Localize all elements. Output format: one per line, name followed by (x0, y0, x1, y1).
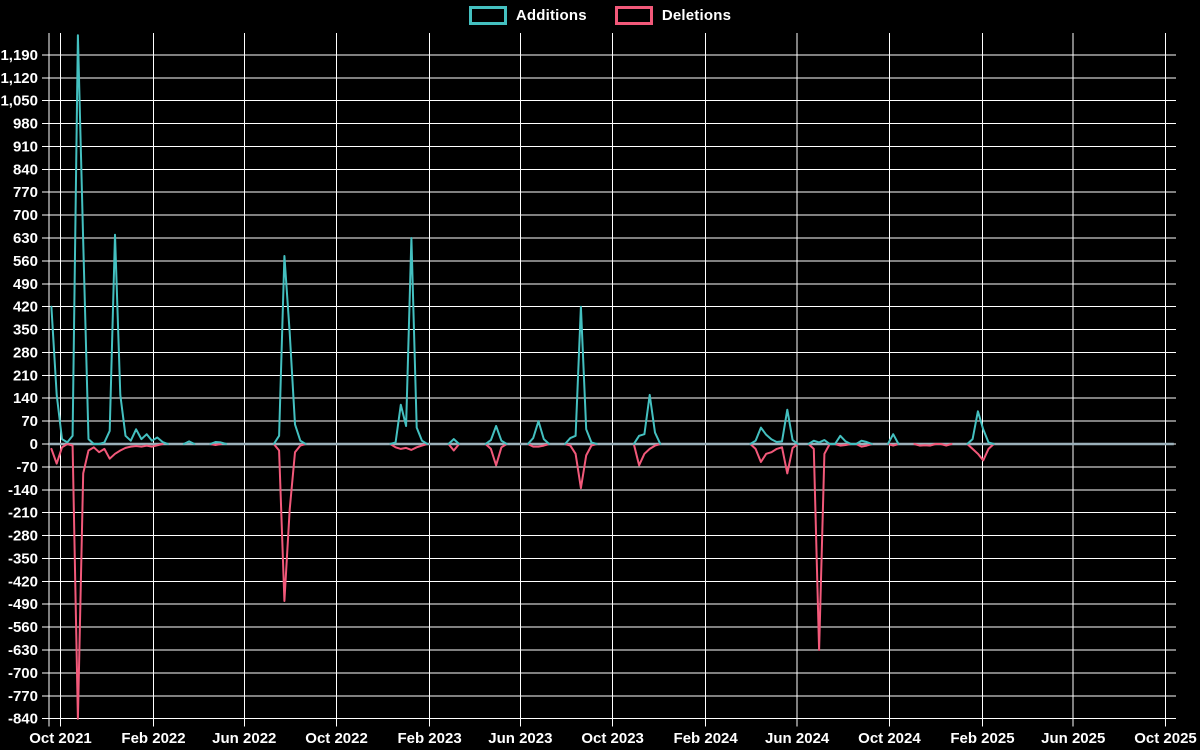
deletions-line (50, 443, 995, 720)
x-axis-label: Oct 2023 (581, 730, 644, 747)
y-axis-label: 840 (13, 161, 38, 178)
legend-label: Additions (515, 7, 587, 24)
legend-item-additions[interactable]: Additions (468, 6, 587, 25)
y-axis-label: -280 (8, 528, 38, 545)
y-gridlines (42, 54, 1176, 720)
y-axis-label: -210 (8, 505, 38, 522)
x-axis-label: Jun 2022 (212, 730, 276, 747)
y-axis-label: 980 (13, 116, 38, 133)
y-axis-label: 140 (13, 390, 38, 407)
y-axis-label: 560 (13, 253, 38, 270)
y-axis-label: 350 (13, 322, 38, 339)
x-axis-label: Oct 2021 (29, 730, 92, 747)
additions-line (50, 34, 995, 445)
y-axis-label: -630 (8, 642, 38, 659)
y-axis-label: 770 (13, 184, 38, 201)
y-axis-label: 630 (13, 230, 38, 247)
y-axis-label: 280 (13, 344, 38, 361)
x-axis-label: Feb 2025 (950, 730, 1014, 747)
y-axis-label: 1,190 (0, 47, 38, 64)
y-axis-label: -700 (8, 665, 38, 682)
x-axis-label: Oct 2022 (305, 730, 368, 747)
y-axis-label: -840 (8, 711, 38, 728)
y-axis-label: 210 (13, 367, 38, 384)
x-axis-label: Feb 2024 (674, 730, 739, 747)
y-axis-label: 700 (13, 207, 38, 224)
y-axis-label: 1,120 (0, 70, 38, 87)
y-axis-label: 70 (21, 413, 38, 430)
y-axis-label: -140 (8, 482, 38, 499)
x-axis-labels: Oct 2021 Feb 2022 Jun 2022 Oct 2022 Feb 2023… (29, 730, 1197, 747)
x-axis-label: Jun 2025 (1041, 730, 1105, 747)
x-gridlines (60, 33, 1166, 727)
x-axis-label: Jun 2023 (488, 730, 552, 747)
y-axis-label: -560 (8, 619, 38, 636)
x-axis-label: Jun 2024 (765, 730, 830, 747)
y-axis-label: -770 (8, 688, 38, 705)
y-axis-label: 1,050 (0, 93, 38, 110)
y-axis-label: 0 (30, 436, 38, 453)
y-axis-label: 490 (13, 276, 38, 293)
y-axis-label: -70 (16, 459, 38, 476)
x-axis-label: Oct 2025 (1134, 730, 1197, 747)
legend-swatch-additions (468, 6, 507, 25)
y-axis-label: 420 (13, 299, 38, 316)
chart-legend: Additions Deletions (0, 6, 1200, 25)
legend-swatch-deletions (614, 6, 653, 25)
y-axis-label: -350 (8, 550, 38, 567)
y-axis-label: -420 (8, 573, 38, 590)
y-axis-label: -490 (8, 596, 38, 613)
legend-item-deletions[interactable]: Deletions (614, 6, 732, 25)
y-axis-labels: 1,1901,1201,0509809108407707006305604904… (0, 47, 38, 728)
y-axis-label: 910 (13, 138, 38, 155)
legend-label: Deletions (661, 7, 732, 24)
x-axis-label: Feb 2022 (121, 730, 185, 747)
x-axis-label: Feb 2023 (397, 730, 461, 747)
x-axis-label: Oct 2024 (858, 730, 921, 747)
